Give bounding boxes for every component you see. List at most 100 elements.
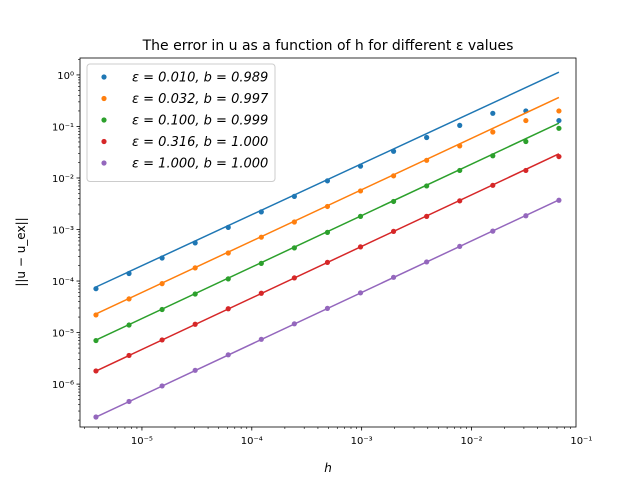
data-point (357, 213, 364, 219)
legend-marker (101, 160, 107, 166)
data-point (424, 157, 430, 163)
data-point (258, 290, 264, 296)
data-point (424, 213, 430, 219)
data-point (126, 270, 132, 277)
data-point (357, 244, 364, 250)
data-point (93, 368, 99, 374)
x-tick-label: 10⁻³ (351, 436, 373, 447)
y-tick-label: 10⁻⁵ (52, 329, 74, 340)
y-tick-label: 10⁻¹ (52, 122, 74, 133)
data-point (225, 352, 231, 358)
data-point (523, 138, 529, 145)
data-point (324, 259, 331, 265)
series-5 (93, 197, 562, 420)
data-point (192, 240, 198, 246)
data-point (490, 110, 496, 116)
plot-area (79, 57, 577, 428)
data-point (457, 143, 463, 149)
data-point (490, 153, 496, 159)
data-point (457, 167, 463, 174)
x-axis-label: h (324, 461, 332, 475)
data-point (291, 321, 297, 327)
legend-label: ε = 0.032, b = 0.997 (132, 92, 269, 107)
data-point (291, 193, 297, 199)
data-point (490, 228, 496, 234)
data-point (258, 260, 264, 266)
data-point (556, 197, 562, 203)
data-point (390, 274, 397, 280)
data-point (93, 337, 99, 344)
data-point (192, 291, 198, 297)
data-point (126, 352, 132, 359)
data-point (324, 203, 331, 210)
data-point (225, 276, 231, 282)
x-tick-label: 10⁻¹ (570, 436, 592, 447)
data-point (390, 198, 397, 205)
legend-marker (101, 74, 107, 80)
data-point (291, 275, 297, 281)
series-4 (93, 153, 562, 374)
data-point (457, 243, 463, 250)
data-point (126, 322, 132, 328)
y-tick-label: 10⁻³ (52, 226, 74, 237)
legend-label: ε = 0.100, b = 0.999 (132, 114, 268, 129)
legend-label: ε = 1.000, b = 1.000 (132, 157, 268, 172)
series-layer (93, 71, 562, 420)
data-point (324, 178, 331, 184)
data-point (225, 306, 231, 312)
data-point (424, 183, 430, 189)
data-point (93, 286, 99, 292)
legend-marker (101, 95, 107, 102)
y-axis-label: ||u − u_ex|| (14, 217, 28, 286)
data-point (192, 321, 198, 327)
y-tick-label: 10⁰ (57, 71, 74, 82)
data-point (457, 122, 463, 128)
legend-marker (101, 138, 107, 145)
data-point (556, 108, 562, 114)
y-tick-label: 10⁻⁴ (52, 277, 74, 288)
data-point (490, 182, 496, 188)
data-point (291, 219, 297, 225)
legend-label: ε = 0.010, b = 0.989 (132, 71, 268, 86)
legend-box (86, 63, 276, 182)
data-point (126, 296, 132, 302)
data-point (556, 117, 562, 124)
data-point (390, 148, 397, 154)
y-tick-label: 10⁻² (52, 174, 74, 185)
data-point (424, 259, 430, 265)
data-point (93, 414, 99, 420)
data-point (424, 134, 430, 141)
legend: ε = 0.010, b = 0.989 ε = 0.032, b = 0.997… (86, 63, 276, 182)
data-point (556, 125, 562, 131)
data-point (159, 337, 165, 343)
y-tick-label: 10⁻⁶ (52, 380, 74, 391)
data-point (523, 167, 529, 174)
data-point (357, 188, 364, 194)
series-2 (93, 96, 562, 318)
data-point (258, 234, 264, 240)
x-axis: 10⁻⁵ 10⁻⁴ 10⁻³ 10⁻² 10⁻¹ (84, 427, 592, 447)
data-point (490, 129, 496, 135)
axes-frame (79, 57, 577, 428)
data-point (357, 163, 364, 169)
data-point (225, 250, 231, 256)
data-point (324, 229, 331, 235)
data-point (159, 306, 165, 313)
data-point (258, 209, 264, 215)
data-point (357, 290, 364, 296)
x-tick-label: 10⁻² (460, 436, 482, 447)
data-point (457, 198, 463, 204)
legend-label: ε = 0.316, b = 1.000 (132, 135, 268, 150)
data-point (556, 153, 562, 160)
data-point (93, 312, 99, 318)
data-point (192, 367, 198, 373)
x-tick-label: 10⁻⁵ (131, 436, 153, 447)
data-point (390, 228, 397, 234)
y-axis: 10⁻⁶ 10⁻⁵ 10⁻⁴ 10⁻³ 10⁻² 10⁻¹ 10⁰ (52, 59, 80, 421)
data-point (258, 336, 264, 342)
data-point (225, 224, 231, 230)
data-point (192, 265, 198, 271)
legend-marker (101, 117, 107, 123)
